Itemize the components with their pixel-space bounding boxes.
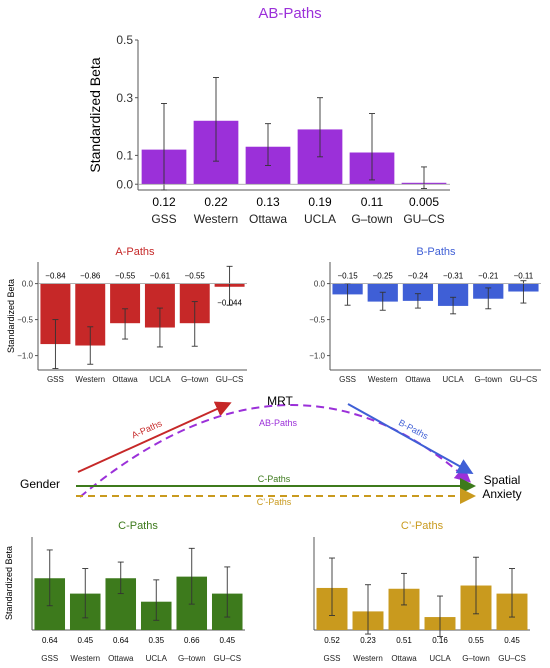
b-category-label: Ottawa <box>405 375 431 384</box>
b-ytick-label: −0.5 <box>309 315 325 324</box>
ab-value-label: 0.19 <box>308 195 332 209</box>
a-value-label: −0.86 <box>80 272 101 281</box>
b-path-label: B-Paths <box>397 417 430 441</box>
cprime-paths-chart: C’-Paths GSS 0.52 Western 0.23 Ottawa 0.51 UCLA… <box>313 520 530 663</box>
b-category-label: Western <box>368 375 398 384</box>
mrt-label: MRT <box>267 394 293 408</box>
c-category-label: Ottawa <box>108 654 134 663</box>
b-category-label: GSS <box>339 375 356 384</box>
a-ytick-label: 0.0 <box>22 279 34 288</box>
a-value-label: −0.61 <box>150 272 171 281</box>
a-ytick-label: −0.5 <box>17 315 33 324</box>
c-category-label: GU–CS <box>213 654 241 663</box>
ab-category-label: GU–CS <box>403 212 444 226</box>
a-category-label: Ottawa <box>112 375 138 384</box>
cprime-value-label: 0.52 <box>324 636 340 645</box>
b-value-label: −0.21 <box>478 272 499 281</box>
ab-category-label: Ottawa <box>249 212 287 226</box>
ab-ytick-label: 0.1 <box>116 149 133 163</box>
cprime-value-label: 0.51 <box>396 636 412 645</box>
cprime-value-label: 0.55 <box>468 636 484 645</box>
b-path-arrow <box>347 403 474 474</box>
cprime-path-label: C’-Paths <box>257 497 292 507</box>
ab-value-label: 0.22 <box>204 195 228 209</box>
cprime-value-label: 0.16 <box>432 636 448 645</box>
b-category-label: G–town <box>474 375 502 384</box>
a-category-label: Western <box>75 375 105 384</box>
ab-ytick-label: 0.3 <box>116 91 133 105</box>
gender-label: Gender <box>20 477 60 491</box>
c-path-label: C-Paths <box>258 474 291 484</box>
a-value-label: −0.84 <box>45 272 66 281</box>
a-category-label: GSS <box>47 375 64 384</box>
ab-value-label: 0.13 <box>256 195 280 209</box>
cprime-category-label: GSS <box>324 654 341 663</box>
cprime-value-label: 0.45 <box>504 636 520 645</box>
mediation-diagram: Gender MRT Spatial Anxiety A-Paths AB-Pa… <box>20 394 522 507</box>
b-value-label: −0.15 <box>337 272 358 281</box>
c-value-label: 0.45 <box>219 636 235 645</box>
b-bar <box>402 283 434 301</box>
b-ytick-label: 0.0 <box>314 279 326 288</box>
b-bar <box>437 283 469 306</box>
cprime-title: C’-Paths <box>401 520 444 532</box>
spatial-anxiety-label-line1: Spatial <box>484 473 521 487</box>
ab-title: AB-Paths <box>258 5 321 22</box>
a-category-label: G–town <box>181 375 209 384</box>
c-value-label: 0.45 <box>77 636 93 645</box>
spatial-anxiety-label-line2: Anxiety <box>482 487 521 501</box>
b-value-label: −0.31 <box>443 272 464 281</box>
a-value-label: −0.55 <box>115 272 136 281</box>
c-value-label: 0.64 <box>42 636 58 645</box>
a-paths-chart: A-Paths Standardized Beta 0.0 −0.5 −1.0 GSS −0… <box>6 246 247 384</box>
cprime-value-label: 0.23 <box>360 636 376 645</box>
a-category-label: GU–CS <box>216 375 244 384</box>
b-value-label: −0.11 <box>514 272 534 281</box>
a-ylabel: Standardized Beta <box>6 279 16 353</box>
c-category-label: G–town <box>178 654 206 663</box>
a-value-label: −0.044 <box>217 299 242 308</box>
ab-ytick-label: 0.0 <box>116 177 133 191</box>
ab-category-label: G–town <box>351 212 392 226</box>
ab-ylabel: Standardized Beta <box>87 57 103 172</box>
cprime-category-label: Western <box>353 654 383 663</box>
ab-ytick-label: 0.5 <box>116 33 133 47</box>
cprime-category-label: UCLA <box>429 654 451 663</box>
ab-value-label: 0.11 <box>361 195 384 209</box>
c-title: C-Paths <box>118 520 158 532</box>
b-paths-chart: B-Paths 0.0 −0.5 −1.0 GSS −0.15 Western −0.25 Ot… <box>309 246 541 384</box>
b-category-label: UCLA <box>442 375 464 384</box>
c-value-label: 0.64 <box>113 636 129 645</box>
b-value-label: −0.25 <box>373 272 394 281</box>
c-category-label: Western <box>70 654 100 663</box>
c-category-label: UCLA <box>146 654 168 663</box>
c-ylabel: Standardized Beta <box>4 546 14 620</box>
c-paths-chart: C-Paths Standardized Beta GSS 0.64 Western 0.… <box>4 520 245 663</box>
cprime-category-label: G–town <box>462 654 490 663</box>
ab-paths-chart: AB-Paths Standardized Beta 0.0 0.1 0.3 0.5 GSS… <box>87 5 450 226</box>
c-value-label: 0.35 <box>148 636 164 645</box>
cprime-category-label: GU–CS <box>498 654 526 663</box>
a-title: A-Paths <box>115 246 155 258</box>
ab-value-label: 0.005 <box>409 195 439 209</box>
b-category-label: GU–CS <box>510 375 538 384</box>
b-ytick-label: −1.0 <box>309 351 325 360</box>
a-path-label: A-Paths <box>130 418 164 440</box>
a-ytick-label: −1.0 <box>17 351 33 360</box>
c-category-label: GSS <box>41 654 58 663</box>
a-value-label: −0.55 <box>185 272 206 281</box>
ab-category-label: Western <box>194 212 238 226</box>
cprime-category-label: Ottawa <box>391 654 417 663</box>
ab-path-label: AB-Paths <box>259 418 298 428</box>
ab-value-label: 0.12 <box>152 195 176 209</box>
ab-category-label: GSS <box>151 212 176 226</box>
ab-category-label: UCLA <box>304 212 336 226</box>
b-value-label: −0.24 <box>408 272 429 281</box>
c-value-label: 0.66 <box>184 636 200 645</box>
a-category-label: UCLA <box>149 375 171 384</box>
b-title: B-Paths <box>416 246 456 258</box>
a-path-arrow <box>77 401 232 473</box>
